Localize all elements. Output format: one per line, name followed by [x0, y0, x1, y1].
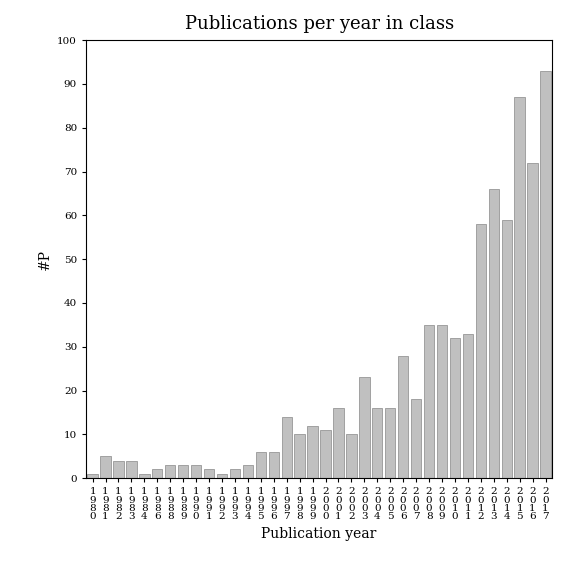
- Bar: [139, 474, 150, 478]
- Bar: [178, 465, 188, 478]
- Bar: [502, 220, 512, 478]
- Bar: [100, 456, 111, 478]
- X-axis label: Publication year: Publication year: [261, 527, 376, 541]
- Bar: [346, 434, 357, 478]
- Bar: [191, 465, 201, 478]
- Bar: [333, 408, 344, 478]
- Bar: [320, 430, 331, 478]
- Bar: [87, 474, 98, 478]
- Bar: [204, 469, 214, 478]
- Bar: [307, 426, 318, 478]
- Bar: [359, 378, 370, 478]
- Bar: [165, 465, 175, 478]
- Bar: [540, 71, 551, 478]
- Bar: [450, 338, 460, 478]
- Bar: [514, 97, 525, 478]
- Bar: [282, 417, 292, 478]
- Bar: [437, 325, 447, 478]
- Bar: [152, 469, 163, 478]
- Y-axis label: #P: #P: [37, 249, 52, 270]
- Bar: [476, 224, 486, 478]
- Bar: [372, 408, 383, 478]
- Bar: [126, 460, 137, 478]
- Bar: [398, 356, 408, 478]
- Bar: [411, 399, 421, 478]
- Bar: [269, 452, 279, 478]
- Bar: [230, 469, 240, 478]
- Bar: [256, 452, 266, 478]
- Bar: [243, 465, 253, 478]
- Bar: [294, 434, 305, 478]
- Bar: [527, 163, 538, 478]
- Bar: [217, 474, 227, 478]
- Bar: [463, 333, 473, 478]
- Title: Publications per year in class: Publications per year in class: [184, 15, 454, 33]
- Bar: [424, 325, 434, 478]
- Bar: [113, 460, 124, 478]
- Bar: [489, 189, 499, 478]
- Bar: [385, 408, 395, 478]
